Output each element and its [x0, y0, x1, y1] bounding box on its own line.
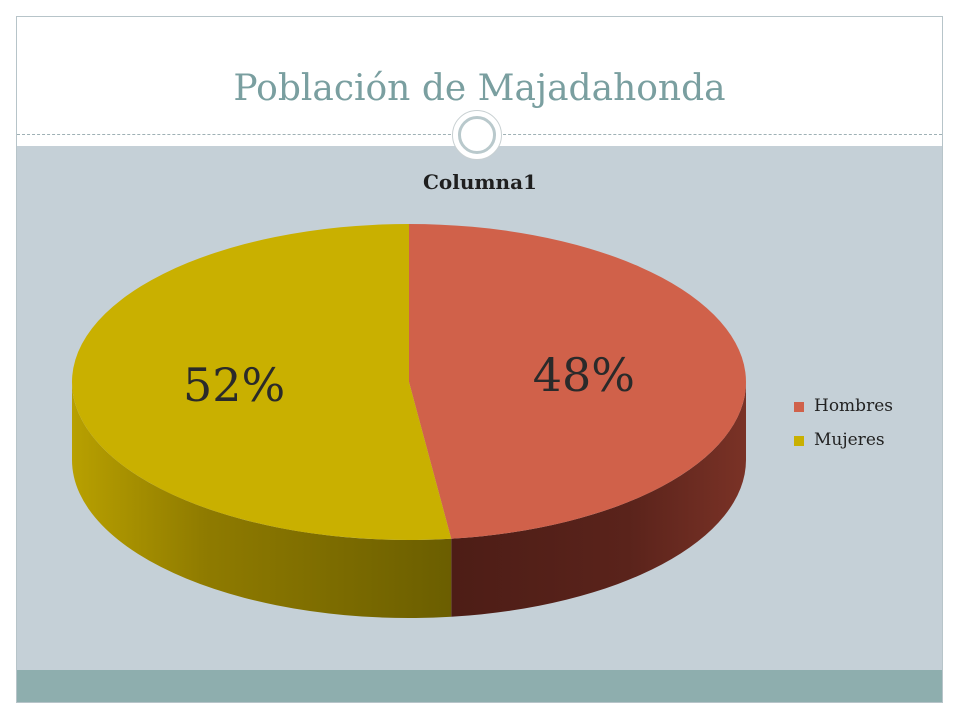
pie-labels: 48% 52%	[183, 348, 635, 412]
pie-sides	[72, 382, 746, 619]
title-area: Población de Majadahonda	[17, 17, 942, 135]
pie-side-mujeres	[72, 382, 452, 619]
pie-side-hombres	[451, 382, 746, 617]
pie-slice-hombres	[409, 224, 747, 539]
footer-bar	[17, 670, 942, 702]
pie-slice-mujeres	[72, 224, 452, 540]
legend-item-mujeres: Mujeres	[794, 428, 893, 462]
slide-title: Población de Majadahonda	[233, 68, 726, 109]
ring-inner	[458, 116, 496, 154]
legend-item-hombres: Hombres	[794, 394, 893, 428]
chart-legend: Hombres Mujeres	[794, 394, 893, 462]
pie-tops	[72, 224, 747, 540]
data-label-mujeres: 52%	[183, 358, 285, 412]
legend-label-mujeres: Mujeres	[814, 430, 885, 450]
ring-ornament-icon	[452, 110, 502, 160]
legend-swatch-mujeres	[794, 436, 804, 446]
data-label-hombres: 48%	[533, 348, 635, 402]
chart-title: Columna1	[423, 170, 537, 194]
legend-swatch-hombres	[794, 402, 804, 412]
legend-label-hombres: Hombres	[814, 396, 893, 416]
